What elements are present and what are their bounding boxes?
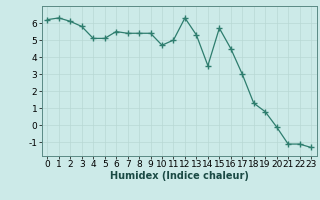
X-axis label: Humidex (Indice chaleur): Humidex (Indice chaleur) bbox=[110, 171, 249, 181]
